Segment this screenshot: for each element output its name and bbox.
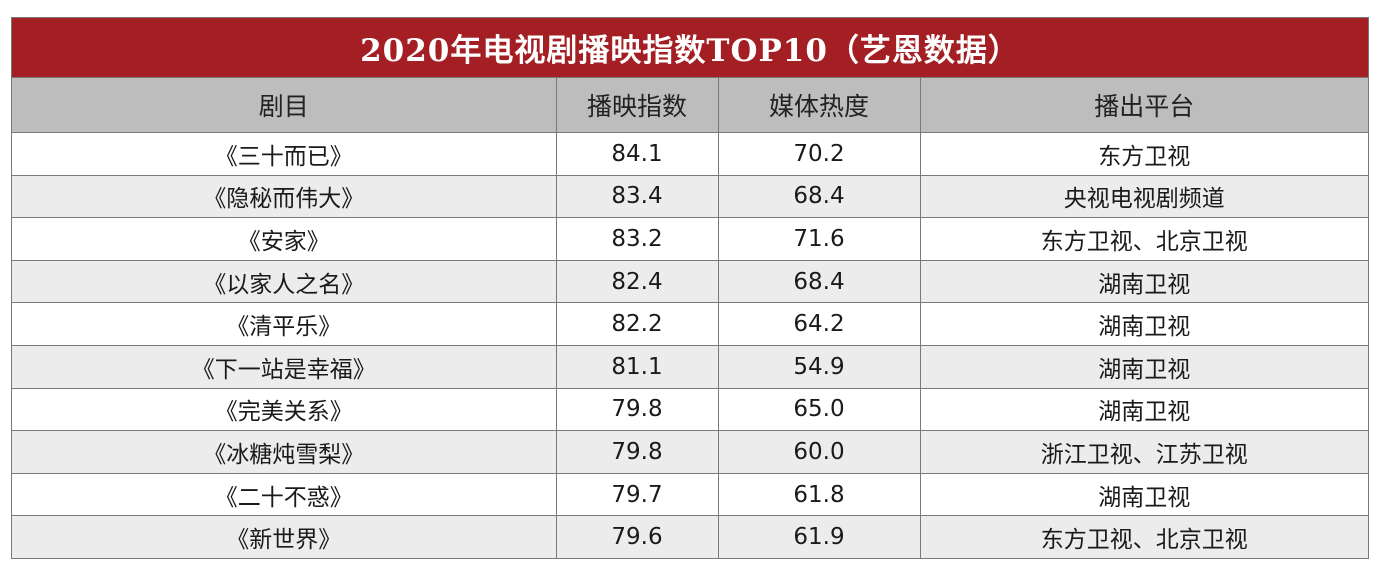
platform-cell: 湖南卫视: [920, 302, 1368, 346]
media-heat-cell: 60.0: [718, 430, 921, 474]
platform-cell: 湖南卫视: [920, 260, 1368, 304]
media-heat-cell: 64.2: [718, 302, 921, 346]
broadcast-index-cell: 79.8: [556, 430, 719, 474]
table-header-row: 剧目 播映指数 媒体热度 播出平台: [12, 78, 1368, 133]
platform-cell: 东方卫视、北京卫视: [920, 217, 1368, 261]
drama-name-cell: 《安家》: [12, 217, 557, 261]
broadcast-index-cell: 79.7: [556, 473, 719, 517]
broadcast-index-cell: 81.1: [556, 345, 719, 389]
table-row: 《新世界》 79.6 61.9 东方卫视、北京卫视: [12, 515, 1368, 558]
drama-name-cell: 《隐秘而伟大》: [12, 175, 557, 219]
ranking-table: 剧目 播映指数 媒体热度 播出平台 《三十而已》 84.1 70.2 东方卫视 …: [12, 78, 1368, 558]
platform-cell: 央视电视剧频道: [920, 175, 1368, 219]
drama-name-cell: 《新世界》: [12, 515, 557, 558]
drama-name-cell: 《二十不惑》: [12, 473, 557, 517]
media-heat-cell: 61.9: [718, 515, 921, 558]
media-heat-cell: 61.8: [718, 473, 921, 517]
table-row: 《冰糖炖雪梨》 79.8 60.0 浙江卫视、江苏卫视: [12, 430, 1368, 474]
column-header-name: 剧目: [12, 78, 557, 133]
drama-name-cell: 《下一站是幸福》: [12, 345, 557, 389]
media-heat-cell: 70.2: [718, 132, 921, 176]
table-row: 《隐秘而伟大》 83.4 68.4 央视电视剧频道: [12, 175, 1368, 219]
broadcast-index-cell: 84.1: [556, 132, 719, 176]
media-heat-cell: 68.4: [718, 175, 921, 219]
platform-cell: 湖南卫视: [920, 473, 1368, 517]
broadcast-index-cell: 79.8: [556, 388, 719, 432]
table-row: 《三十而已》 84.1 70.2 东方卫视: [12, 132, 1368, 176]
table-row: 《二十不惑》 79.7 61.8 湖南卫视: [12, 473, 1368, 517]
drama-name-cell: 《完美关系》: [12, 388, 557, 432]
drama-name-cell: 《以家人之名》: [12, 260, 557, 304]
table-row: 《安家》 83.2 71.6 东方卫视、北京卫视: [12, 217, 1368, 261]
media-heat-cell: 68.4: [718, 260, 921, 304]
drama-name-cell: 《三十而已》: [12, 132, 557, 176]
platform-cell: 浙江卫视、江苏卫视: [920, 430, 1368, 474]
column-header-heat: 媒体热度: [718, 78, 921, 133]
table-title: 2020年电视剧播映指数TOP10（艺恩数据）: [12, 18, 1368, 78]
platform-cell: 湖南卫视: [920, 388, 1368, 432]
broadcast-index-cell: 82.4: [556, 260, 719, 304]
table-row: 《下一站是幸福》 81.1 54.9 湖南卫视: [12, 345, 1368, 389]
platform-cell: 湖南卫视: [920, 345, 1368, 389]
table-row: 《完美关系》 79.8 65.0 湖南卫视: [12, 388, 1368, 432]
column-header-platform: 播出平台: [920, 78, 1368, 133]
table-row: 《以家人之名》 82.4 68.4 湖南卫视: [12, 260, 1368, 304]
media-heat-cell: 71.6: [718, 217, 921, 261]
platform-cell: 东方卫视: [920, 132, 1368, 176]
broadcast-index-cell: 82.2: [556, 302, 719, 346]
broadcast-index-cell: 79.6: [556, 515, 719, 558]
platform-cell: 东方卫视、北京卫视: [920, 515, 1368, 558]
ranking-table-container: 2020年电视剧播映指数TOP10（艺恩数据） 剧目 播映指数 媒体热度 播出平…: [11, 17, 1369, 559]
broadcast-index-cell: 83.4: [556, 175, 719, 219]
column-header-index: 播映指数: [556, 78, 719, 133]
drama-name-cell: 《清平乐》: [12, 302, 557, 346]
drama-name-cell: 《冰糖炖雪梨》: [12, 430, 557, 474]
media-heat-cell: 65.0: [718, 388, 921, 432]
table-row: 《清平乐》 82.2 64.2 湖南卫视: [12, 302, 1368, 346]
media-heat-cell: 54.9: [718, 345, 921, 389]
broadcast-index-cell: 83.2: [556, 217, 719, 261]
